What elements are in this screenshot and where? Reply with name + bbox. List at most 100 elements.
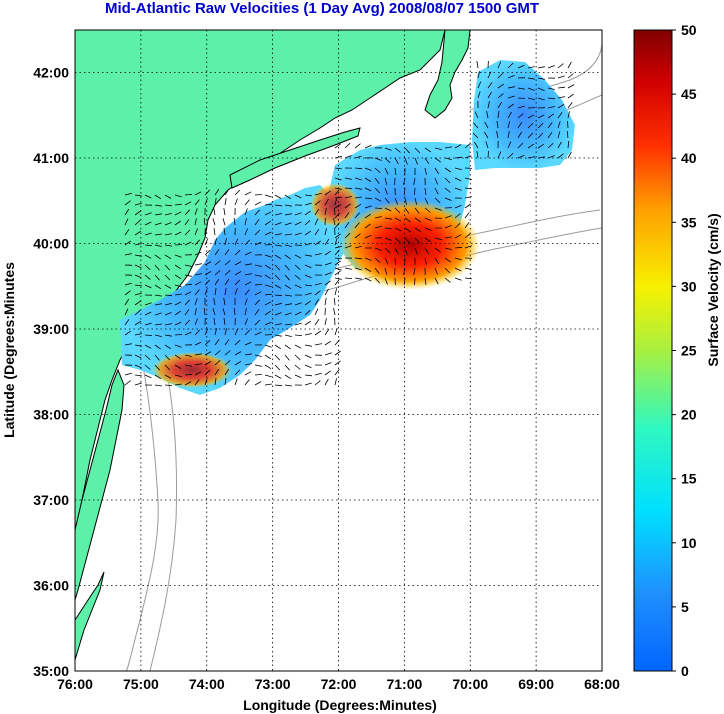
velocity-vector [384, 277, 388, 285]
velocity-vector [204, 249, 211, 256]
velocity-vector [264, 321, 272, 326]
velocity-vector [304, 210, 311, 216]
velocity-vector [364, 187, 372, 192]
velocity-vector [254, 194, 263, 196]
velocity-vector [174, 354, 182, 360]
velocity-vector [154, 264, 160, 271]
velocity-vector [124, 253, 132, 256]
velocity-vector [314, 318, 320, 326]
velocity-vector [314, 240, 321, 246]
velocity-vector [527, 77, 535, 80]
velocity-vector [394, 217, 402, 222]
land-delmarva [75, 368, 125, 601]
velocity-vector [134, 354, 142, 359]
velocity-vector [274, 312, 282, 316]
velocity-vector [294, 212, 302, 216]
velocity-vector [394, 167, 397, 175]
velocity-vector [324, 190, 331, 196]
velocity-vector [154, 294, 162, 297]
velocity-vector [254, 331, 262, 336]
lon-tick-label: 69:00 [518, 676, 554, 692]
velocity-vector [384, 247, 391, 254]
velocity-vector [274, 213, 282, 216]
velocity-vector [124, 308, 129, 316]
velocity-vector [304, 254, 312, 257]
velocity-vector [124, 330, 132, 336]
velocity-vector [314, 282, 322, 286]
velocity-vector [434, 187, 439, 195]
velocity-vector [214, 288, 217, 296]
velocity-vector [304, 264, 312, 269]
velocity-vector [144, 311, 152, 316]
velocity-vector [124, 380, 131, 386]
velocity-vector [154, 213, 162, 216]
velocity-vector [394, 237, 401, 243]
velocity-vector [254, 291, 262, 296]
velocity-vector [414, 277, 416, 286]
velocity-vector [134, 243, 142, 246]
velocity-vector [124, 200, 131, 206]
velocity-vector [264, 354, 272, 360]
velocity-vector [194, 341, 202, 346]
velocity-vector [214, 278, 220, 286]
velocity-vector [233, 217, 236, 226]
velocity-vector [324, 352, 332, 356]
lon-tick-label: 73:00 [255, 676, 291, 692]
velocity-vector [284, 274, 290, 281]
latitude-tick-labels: 42:00 41:00 40:00 39:00 38:00 37:00 36:00 35:00 [33, 65, 69, 680]
velocity-vector [134, 220, 141, 226]
velocity-vector [174, 194, 182, 198]
velocity-vector [254, 209, 260, 216]
velocity-vector [537, 66, 545, 69]
velocity-vector [567, 61, 572, 69]
lat-tick-label: 39:00 [33, 321, 69, 337]
lon-tick-label: 76:00 [57, 676, 93, 692]
velocity-vector [334, 369, 340, 376]
colorbar-tick-label: 20 [681, 407, 697, 423]
velocity-vector [344, 196, 352, 199]
velocity-vector [154, 354, 160, 361]
velocity-vector [264, 244, 273, 246]
velocity-vector [324, 280, 331, 286]
velocity-vector [374, 167, 381, 173]
velocity-vector [364, 144, 372, 149]
longitude-tick-labels: 76:00 75:00 74:00 73:00 72:00 71:00 70:00 69:00… [57, 676, 620, 692]
velocity-vector [204, 198, 208, 206]
velocity-vector [194, 371, 202, 376]
velocity-vector [294, 344, 302, 349]
velocity-vector [487, 82, 493, 89]
velocity-vector [204, 271, 212, 276]
velocity-vector [224, 238, 227, 246]
velocity-vector [144, 322, 152, 326]
velocity-vector [547, 113, 554, 119]
velocity-vector [214, 188, 220, 196]
velocity-vector [334, 189, 340, 196]
velocity-vector [124, 218, 129, 226]
velocity-vector [223, 298, 226, 306]
velocity-vector [204, 279, 211, 286]
velocity-vector [164, 233, 172, 236]
velocity-vector [264, 364, 272, 370]
velocity-vector [304, 230, 312, 236]
velocity-vector [304, 374, 313, 377]
velocity-vector [464, 233, 471, 239]
velocity-vector [414, 247, 418, 255]
velocity-vector [212, 218, 216, 226]
velocity-vector [537, 97, 545, 101]
velocity-vector [284, 254, 291, 260]
velocity-vector [413, 177, 416, 185]
velocity-vector [414, 157, 418, 165]
velocity-vector [154, 323, 162, 326]
velocity-vector [233, 307, 236, 316]
velocity-vector [184, 229, 191, 236]
velocity-vector [294, 232, 302, 236]
velocity-vector [324, 228, 327, 236]
velocity-vector [244, 273, 252, 276]
velocity-vector [567, 111, 570, 119]
velocity-vector [474, 111, 479, 119]
velocity-vector [444, 257, 451, 263]
velocity-vector [424, 187, 427, 195]
velocity-vector [434, 197, 441, 204]
velocity-vector [517, 64, 525, 69]
